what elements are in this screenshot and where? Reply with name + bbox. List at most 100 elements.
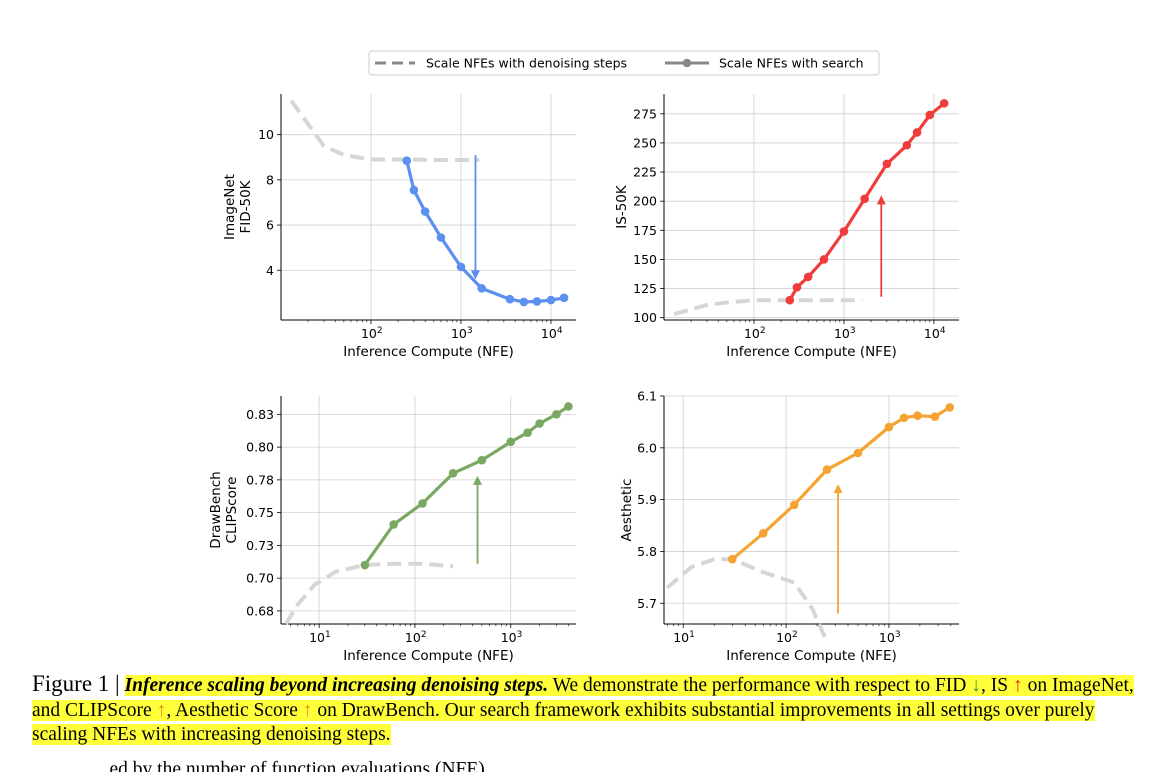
- search-data-point: [409, 185, 419, 195]
- x-tick-label: 102: [776, 630, 798, 645]
- figure-caption: Figure 1 | Inference scaling beyond incr…: [32, 671, 1142, 748]
- y-axis-label: ImageNet: [222, 174, 238, 240]
- search-data-point: [360, 560, 370, 570]
- search-data-point: [506, 437, 516, 447]
- y-axis-label-line-2: FID-50K: [238, 179, 254, 233]
- y-tick-label: 4: [266, 263, 274, 278]
- chart-aesthetic-drawbench: 101 102 103 5.7 5.8 5.9 6.0 6.1 Inference Comput…: [619, 389, 959, 664]
- x-axis-label: Inference Compute (NFE): [343, 648, 514, 664]
- y-tick-label: 0.70: [246, 571, 274, 586]
- figure-1: Scale NFEs with denoising steps Scale NF…: [208, 50, 959, 664]
- next-paragraph-fragment: …ed by the number of function evaluation…: [90, 759, 485, 772]
- y-tick-label: 5.7: [637, 596, 657, 611]
- x-tick-label: 102: [744, 326, 766, 341]
- chart-is-imagenet: 102 103 104 100 125 150 175 200 225 250 275 Inferen…: [614, 94, 959, 360]
- search-series-line: [731, 406, 951, 561]
- y-tick-label: 6: [266, 218, 274, 233]
- search-data-point: [532, 297, 542, 306]
- search-data-point: [930, 412, 940, 422]
- search-data-point: [546, 295, 556, 305]
- search-data-point: [853, 448, 863, 458]
- improvement-arrow-head: [833, 484, 843, 494]
- y-tick-label: 10: [258, 127, 274, 142]
- search-data-point: [448, 469, 458, 478]
- search-data-point: [402, 156, 412, 165]
- caption-title: Inference scaling beyond increasing deno…: [124, 675, 549, 696]
- y-tick-label: 0.73: [246, 538, 274, 553]
- caption-text-1: We demonstrate the performance with resp…: [548, 675, 972, 696]
- caption-highlight: Inference scaling beyond increasing deno…: [32, 675, 1134, 745]
- improvement-arrow-head: [473, 475, 483, 485]
- search-data-point: [456, 262, 466, 272]
- legend-search-label: Scale NFEs with search: [719, 56, 864, 71]
- y-tick-label: 200: [633, 194, 657, 209]
- search-data-point: [803, 272, 813, 282]
- search-series-line: [405, 160, 565, 304]
- baseline-dashed-line: [289, 99, 480, 162]
- x-tick-label: 102: [405, 630, 427, 645]
- x-tick-label: 103: [501, 630, 523, 645]
- search-data-point: [477, 455, 487, 465]
- search-data-point: [418, 499, 427, 508]
- caption-text-3: on DrawBench. Our search framework exhib…: [32, 699, 1095, 746]
- baseline-dashed-line: [673, 298, 863, 317]
- caption-text-2: on ImageNet, and CLIPScore: [32, 675, 1134, 721]
- search-data-point: [523, 428, 532, 437]
- search-data-point: [939, 99, 949, 108]
- improvement-arrow-head: [876, 195, 886, 205]
- y-tick-label: 5.8: [637, 544, 657, 559]
- y-tick-label: 250: [633, 135, 657, 150]
- legend-search-marker: [682, 58, 692, 68]
- x-tick-label: 101: [673, 630, 695, 645]
- x-tick-label: 103: [834, 326, 856, 341]
- x-tick-label: 104: [924, 326, 946, 341]
- fid-down-arrow: ↓: [971, 675, 982, 696]
- search-data-point: [902, 140, 912, 150]
- y-tick-label: 0.80: [246, 440, 274, 455]
- search-data-point: [899, 413, 909, 423]
- search-data-point: [552, 410, 561, 419]
- search-data-point: [925, 110, 935, 120]
- search-data-point: [519, 297, 529, 307]
- search-data-point: [477, 284, 486, 293]
- search-data-point: [792, 283, 802, 292]
- y-axis-label: DrawBench: [208, 471, 224, 548]
- search-data-point: [860, 194, 869, 204]
- legend-dashed-label: Scale NFEs with denoising steps: [426, 56, 627, 71]
- search-data-point: [564, 402, 573, 411]
- y-tick-label: 175: [633, 223, 657, 238]
- search-data-point: [389, 520, 398, 529]
- search-data-point: [945, 403, 955, 412]
- caption-sep-2: , Aesthetic Score: [166, 699, 303, 721]
- search-data-point: [819, 255, 829, 264]
- search-data-point: [882, 159, 892, 169]
- search-data-point: [535, 419, 544, 428]
- y-tick-label: 0.75: [246, 505, 274, 520]
- y-tick-label: 8: [266, 172, 274, 187]
- x-tick-label: 102: [361, 326, 383, 341]
- search-data-point: [420, 207, 430, 216]
- y-tick-label: 0.68: [246, 603, 274, 618]
- search-data-point: [785, 295, 795, 305]
- y-tick-label: 6.1: [637, 389, 657, 404]
- search-data-point: [728, 554, 737, 564]
- y-tick-label: 225: [633, 165, 657, 180]
- legend-frame: [368, 50, 880, 76]
- baseline-dashed-line: [284, 561, 454, 626]
- search-data-point: [913, 411, 922, 420]
- legend: Scale NFEs with denoising steps Scale NF…: [368, 50, 880, 76]
- search-data-point: [505, 294, 515, 304]
- x-tick-label: 103: [451, 326, 473, 341]
- search-data-point: [559, 293, 569, 303]
- y-axis-label: IS-50K: [614, 184, 630, 229]
- y-tick-label: 275: [633, 106, 657, 121]
- y-tick-label: 5.9: [637, 492, 657, 507]
- caption-sep-1: , IS: [981, 675, 1013, 696]
- chart-clipscore-drawbench: 101 102 103 0.68 0.70 0.73 0.75 0.78 0.80 0.83 Inf…: [208, 396, 576, 664]
- search-data-point: [884, 422, 894, 432]
- y-tick-label: 6.0: [637, 440, 657, 455]
- y-tick-label: 125: [633, 281, 657, 296]
- baseline-dashed-line: [665, 557, 829, 643]
- clipscore-up-arrow: ↑: [156, 699, 167, 721]
- x-tick-label: 104: [541, 326, 563, 341]
